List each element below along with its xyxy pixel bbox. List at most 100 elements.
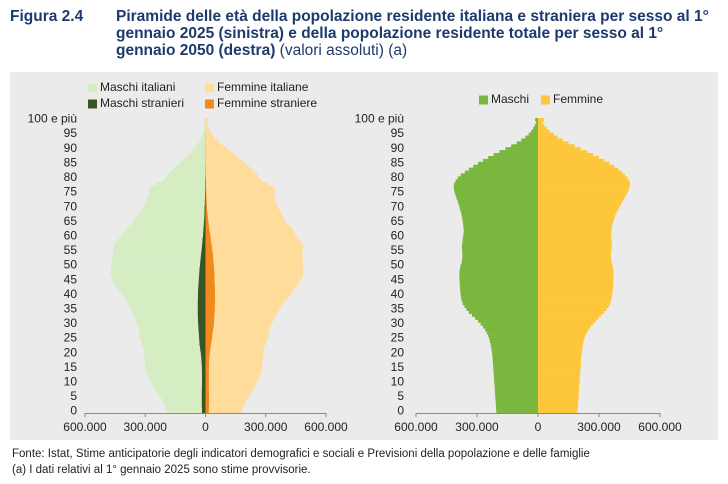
bar	[118, 287, 199, 291]
bar	[149, 188, 206, 192]
bar	[205, 290, 216, 294]
bar	[165, 176, 206, 180]
bar	[197, 307, 206, 312]
bar	[215, 302, 284, 306]
bar	[483, 325, 538, 329]
bar	[209, 389, 253, 393]
bar	[191, 150, 206, 154]
bar	[205, 363, 210, 367]
bar	[154, 386, 202, 390]
bar	[139, 334, 199, 338]
bar	[538, 211, 617, 215]
x-tick-label: 0	[202, 420, 209, 434]
bar	[538, 193, 626, 198]
bar	[204, 126, 206, 130]
bar	[538, 208, 618, 212]
bar	[198, 334, 206, 338]
bar	[139, 331, 199, 335]
bar	[134, 313, 198, 317]
bar	[495, 401, 538, 405]
bar	[185, 155, 206, 160]
bar	[205, 217, 209, 221]
bar	[202, 237, 206, 241]
y-tick-label: 60	[391, 228, 405, 242]
bar	[197, 304, 206, 309]
bar	[538, 360, 581, 364]
bar	[462, 217, 538, 221]
bar	[457, 199, 538, 203]
bar	[205, 211, 208, 215]
bar	[197, 302, 206, 306]
bar	[208, 369, 262, 373]
bar	[468, 310, 538, 314]
bar	[538, 135, 558, 139]
title-block: Piramide delle età della popolazione res…	[116, 8, 722, 59]
bar	[463, 223, 538, 227]
bar	[197, 316, 206, 320]
bar	[151, 185, 206, 189]
bar	[197, 293, 206, 297]
bar	[490, 342, 538, 347]
bar	[199, 342, 206, 347]
bar	[114, 281, 199, 285]
bar	[205, 252, 213, 256]
bar	[197, 310, 206, 314]
bar	[538, 284, 614, 288]
legend-swatch	[205, 99, 214, 109]
bar	[205, 357, 210, 361]
bar	[212, 334, 269, 338]
bar	[205, 266, 215, 271]
bar	[538, 170, 622, 174]
source: Fonte: Istat, Stime anticipatorie degli …	[12, 448, 590, 460]
bar	[156, 182, 206, 186]
bar	[538, 255, 611, 259]
bar	[125, 228, 204, 233]
bar	[538, 389, 579, 393]
bar	[205, 307, 215, 312]
bar	[206, 202, 277, 206]
bar	[205, 173, 258, 177]
bar	[199, 266, 206, 271]
bar	[176, 164, 206, 168]
bar	[215, 299, 286, 303]
bar	[538, 293, 613, 297]
bar	[139, 211, 205, 215]
bar	[205, 275, 215, 279]
bar	[201, 366, 206, 370]
bar	[215, 293, 291, 297]
bar	[538, 237, 612, 241]
bar	[538, 275, 614, 279]
bar	[203, 129, 206, 133]
bar	[204, 217, 206, 221]
bar	[205, 281, 215, 285]
bar	[112, 255, 201, 259]
bar	[198, 290, 206, 294]
bar	[538, 120, 543, 125]
bar	[205, 188, 207, 192]
bar	[121, 234, 203, 239]
bar	[205, 389, 210, 393]
bar	[538, 325, 591, 329]
bar	[205, 310, 215, 314]
bar	[461, 299, 538, 303]
y-tick-label: 20	[391, 345, 405, 359]
bar	[538, 185, 630, 189]
legend-swatch	[479, 95, 488, 105]
bar	[214, 304, 281, 309]
bar	[162, 398, 202, 402]
bar	[459, 281, 538, 285]
bar	[204, 193, 206, 198]
bar	[205, 199, 207, 203]
legend-label: Maschi	[491, 92, 529, 106]
bar	[538, 316, 599, 320]
bar	[205, 234, 211, 239]
bar	[205, 395, 210, 399]
bar	[204, 191, 206, 195]
bar	[215, 290, 293, 294]
legend-label: Femmine	[553, 92, 603, 106]
bar	[214, 269, 304, 274]
bar	[128, 302, 198, 306]
bar	[144, 348, 201, 352]
bar	[118, 237, 203, 241]
bar	[197, 313, 206, 317]
